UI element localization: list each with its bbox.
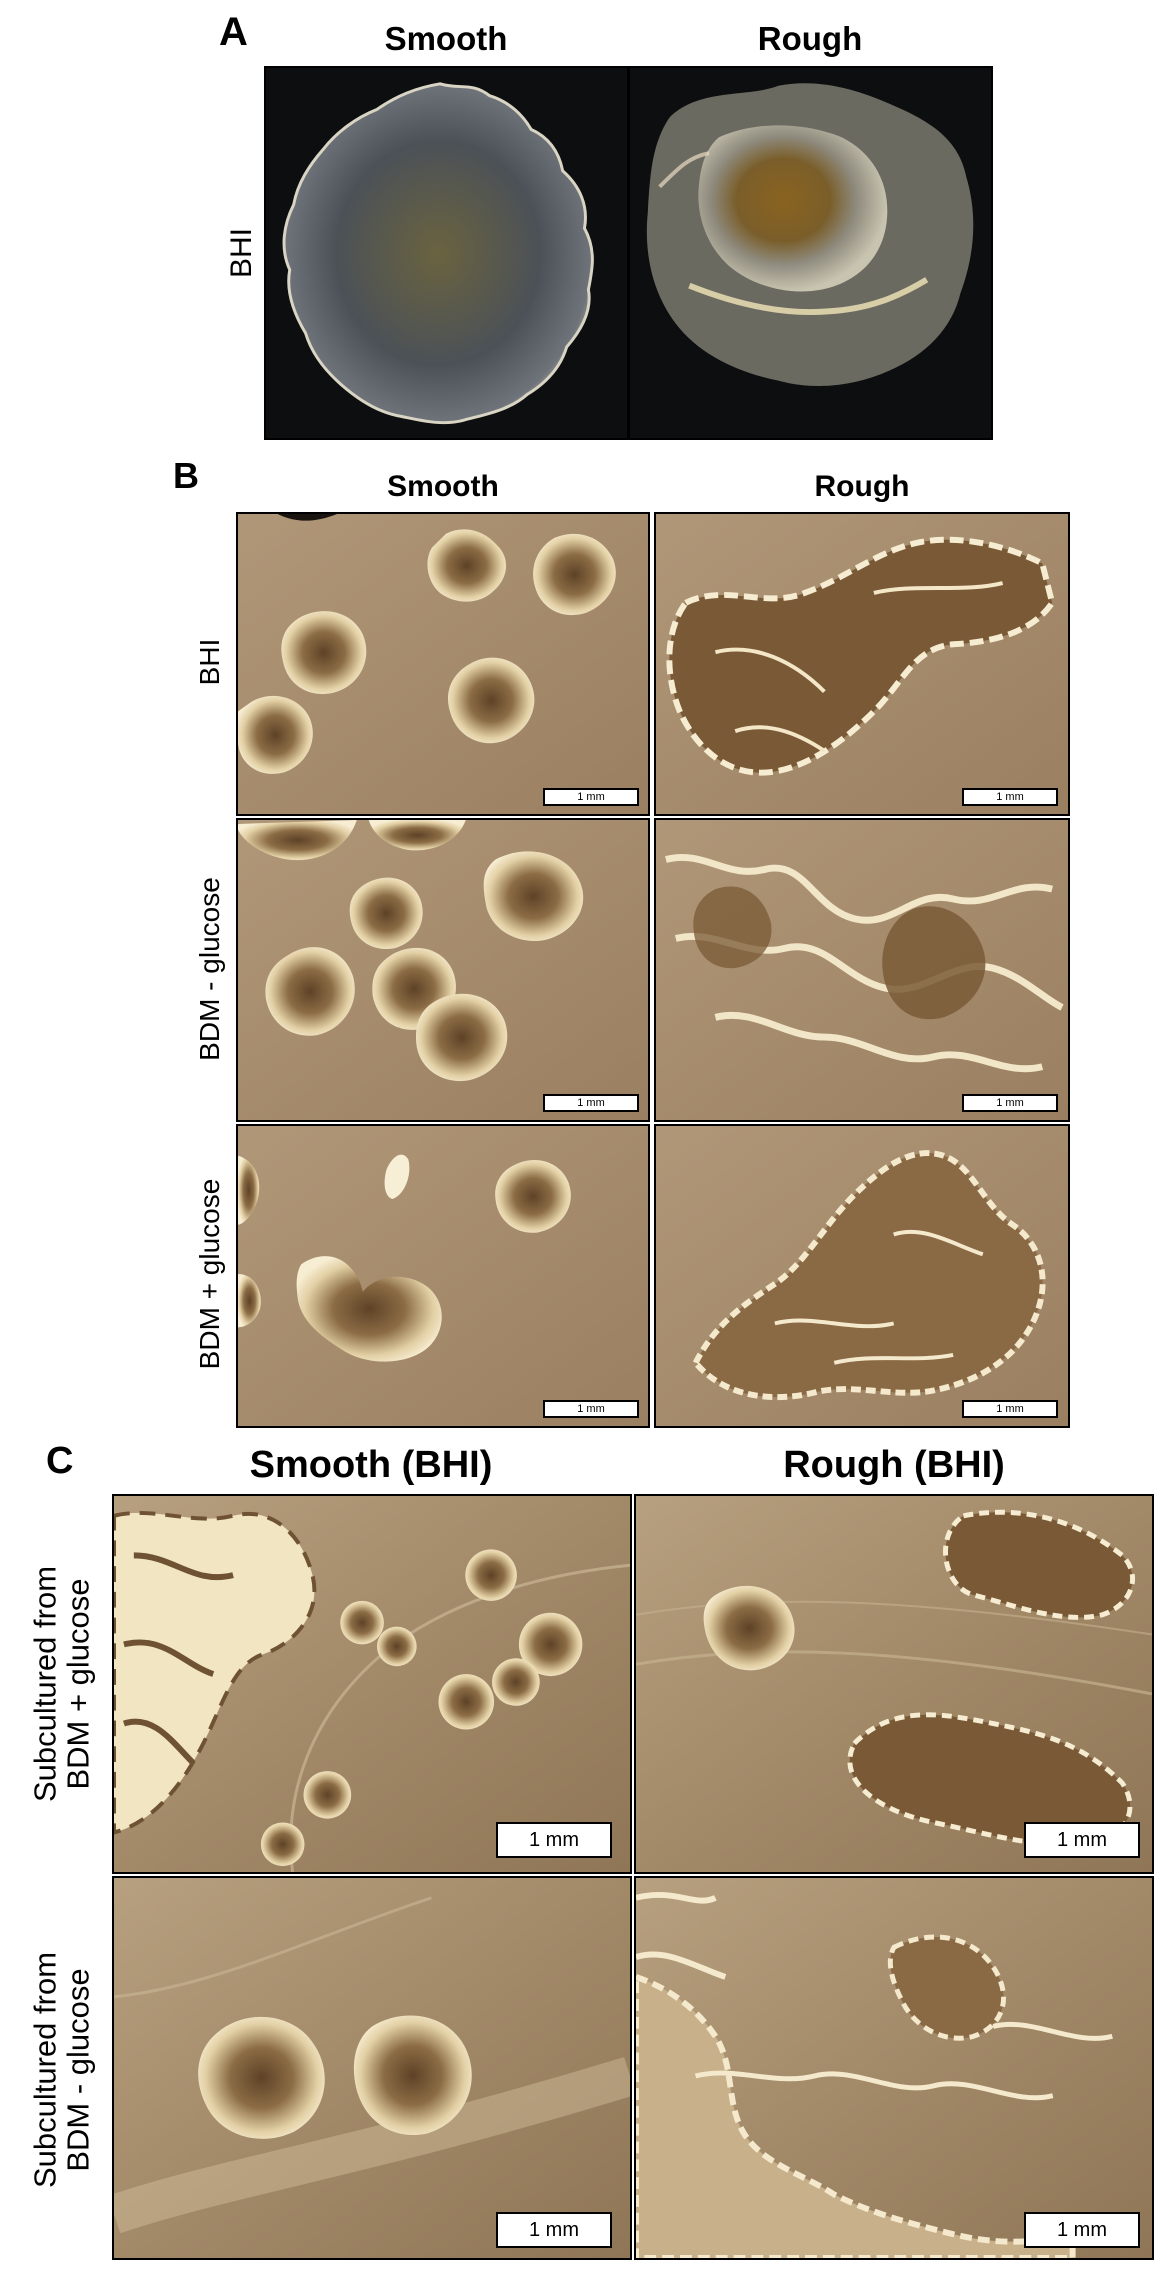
panel-b-smooth-bdm-minus-photo xyxy=(236,818,650,1122)
row-label-line1: Subcultured from xyxy=(27,1565,63,1803)
rough-colony xyxy=(693,886,772,969)
panel-b-smooth-bdm-plus-photo xyxy=(236,1124,650,1428)
smooth-colony xyxy=(282,82,594,425)
panel-a-letter: A xyxy=(219,10,248,54)
panel-b-smooth-bhi-photo xyxy=(236,512,650,816)
panel-c-scale-bar: 1 mm xyxy=(1024,1822,1140,1858)
colony xyxy=(303,1771,352,1819)
panel-c-smooth-bdm-plus-photo xyxy=(112,1494,632,1874)
panel-c-scale-bar: 1 mm xyxy=(496,1822,612,1858)
row-label-line2: BDM - glucose xyxy=(61,1968,96,2172)
panel-b-scale-bar: 1 mm xyxy=(543,1094,639,1112)
colony xyxy=(483,851,584,941)
panel-b-scale-bar: 1 mm xyxy=(962,1400,1058,1418)
colony xyxy=(438,1674,495,1730)
colony xyxy=(465,1549,517,1601)
row-label-line2: BDM + glucose xyxy=(61,1578,96,1790)
colony xyxy=(238,820,357,861)
panel-c-col-rough: Rough (BHI) xyxy=(783,1444,1005,1486)
colony xyxy=(703,1585,795,1671)
colony xyxy=(368,820,466,851)
panel-b-scale-bar: 1 mm xyxy=(962,1094,1058,1112)
panel-c-rough-bdm-minus-photo xyxy=(634,1876,1154,2260)
rough-colony xyxy=(636,1973,1076,2258)
panel-c-smooth-bdm-minus-photo xyxy=(112,1876,632,2260)
panel-c-row-bdm-minus: Subcultured from BDM - glucose xyxy=(27,1951,96,2189)
panel-a-smooth-photo xyxy=(264,66,629,440)
panel-c-scale-bar: 1 mm xyxy=(1024,2212,1140,2248)
panel-c-col-smooth: Smooth (BHI) xyxy=(249,1444,493,1486)
colony xyxy=(518,1612,583,1677)
panel-b-scale-bar: 1 mm xyxy=(962,788,1058,806)
panel-a-col-rough: Rough xyxy=(757,20,863,57)
colony xyxy=(296,1256,442,1362)
colony xyxy=(281,611,367,695)
panel-c-letter: C xyxy=(46,1440,74,1482)
colony xyxy=(415,993,508,1082)
colony xyxy=(349,877,423,950)
panel-c-row-bdm-plus: Subcultured from BDM + glucose xyxy=(27,1565,96,1803)
panel-a-row-bhi: BHI xyxy=(224,227,258,279)
panel-b-scale-bar: 1 mm xyxy=(543,788,639,806)
panel-c-scale-bar: 1 mm xyxy=(496,2212,612,2248)
colony xyxy=(260,1822,305,1867)
panel-b-rough-bhi-photo xyxy=(654,512,1070,816)
panel-b-row-bdm-minus: BDM - glucose xyxy=(193,877,225,1061)
panel-b-col-smooth: Smooth xyxy=(387,470,499,503)
rough-colony xyxy=(882,906,986,1020)
colony xyxy=(495,1159,571,1233)
panel-b-col-rough: Rough xyxy=(814,470,910,503)
colony xyxy=(238,695,313,774)
panel-b-row-bdm-plus: BDM + glucose xyxy=(193,1178,225,1370)
panel-b-rough-bdm-minus-photo xyxy=(654,818,1070,1122)
colony xyxy=(533,533,616,616)
panel-b-row-bhi: BHI xyxy=(193,638,225,686)
panel-a-col-smooth: Smooth xyxy=(384,20,508,57)
panel-b-scale-bar: 1 mm xyxy=(543,1400,639,1418)
panel-a-rough-photo xyxy=(628,66,993,440)
colony xyxy=(427,529,507,602)
colony xyxy=(198,2016,325,2139)
rough-colony-core xyxy=(698,125,888,292)
rough-colony xyxy=(943,1509,1135,1620)
panel-b-rough-bdm-plus-photo xyxy=(654,1124,1070,1428)
row-label-line1: Subcultured from xyxy=(27,1951,63,2189)
panel-b-letter: B xyxy=(173,455,199,496)
colony xyxy=(492,1658,540,1706)
colony xyxy=(447,657,535,744)
panel-c-rough-bdm-plus-photo xyxy=(634,1494,1154,1874)
rough-colony xyxy=(887,1934,1006,2041)
colony xyxy=(265,947,355,1036)
rough-colony xyxy=(666,536,1056,776)
colony xyxy=(376,1626,417,1667)
colony xyxy=(340,1600,384,1645)
colony xyxy=(353,2015,472,2136)
rough-colony xyxy=(692,1150,1046,1401)
